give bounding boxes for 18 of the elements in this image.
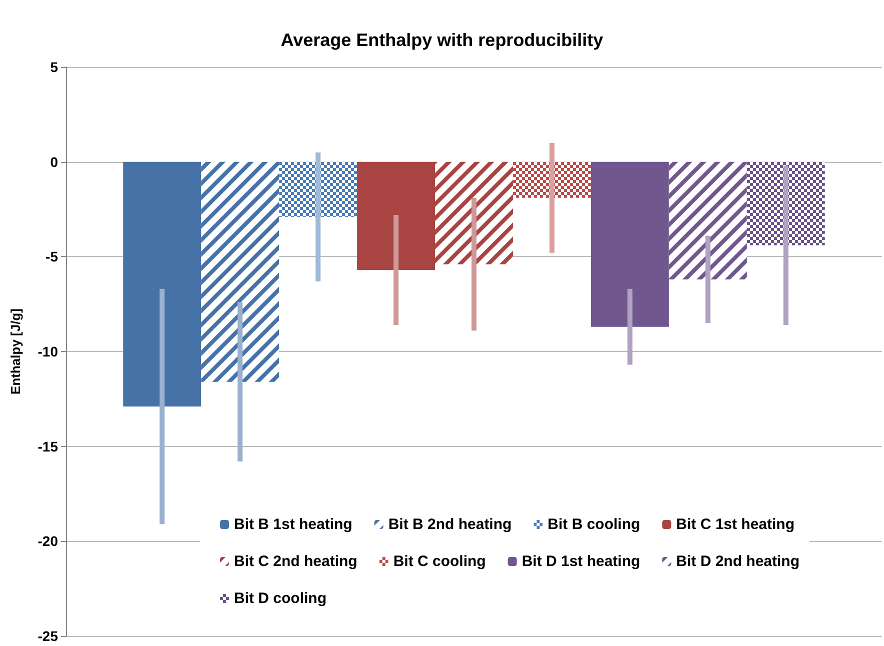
legend-label: Bit C 1st heating [676,516,795,533]
y-tick-label: 0 [50,154,58,170]
y-tick-label: -15 [38,438,58,454]
legend-label: Bit D cooling [234,590,326,607]
legend-label: Bit B 1st heating [234,516,352,533]
legend-label: Bit B cooling [548,516,640,533]
y-tick-label: -25 [38,628,58,644]
y-tick-label: -20 [38,533,58,550]
y-tick-label: -10 [38,344,58,360]
y-tick-label: -5 [46,248,58,265]
legend-label: Bit C 2nd heating [234,553,358,570]
y-tick-label: 5 [50,59,58,75]
legend-label: Bit D 1st heating [522,553,640,570]
legend-label: Bit D 2nd heating [676,553,800,570]
legend-label: Bit C cooling [393,553,486,570]
legend-label: Bit B 2nd heating [388,516,512,533]
y-axis-title: Enthalpy [J/g] [8,308,23,394]
chart-title: Average Enthalpy with reproducibility [280,30,604,50]
